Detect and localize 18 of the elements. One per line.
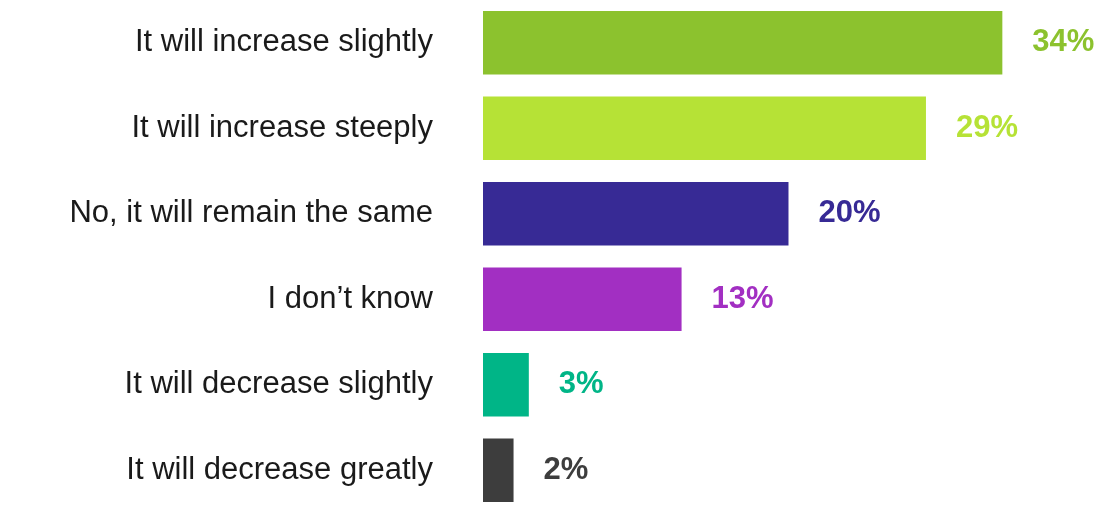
y-tick-label: It will increase steeply xyxy=(131,108,434,144)
y-tick-label: I don’t know xyxy=(267,279,434,315)
data-label: 2% xyxy=(543,450,589,486)
bar xyxy=(483,96,926,160)
y-tick-label: It will decrease greatly xyxy=(126,450,434,486)
data-label: 29% xyxy=(955,108,1019,144)
bar xyxy=(483,182,789,246)
bar xyxy=(483,11,1003,75)
y-tick-label: It will decrease slightly xyxy=(124,365,434,401)
data-label: 20% xyxy=(818,194,881,230)
bar xyxy=(483,353,529,417)
data-label: 13% xyxy=(711,279,774,315)
bar xyxy=(483,438,514,502)
y-tick-label: No, it will remain the same xyxy=(69,194,433,230)
data-label: 3% xyxy=(558,365,604,401)
y-tick-label: It will increase slightly xyxy=(134,23,434,59)
data-label: 34% xyxy=(1032,23,1095,59)
bar xyxy=(483,267,682,331)
